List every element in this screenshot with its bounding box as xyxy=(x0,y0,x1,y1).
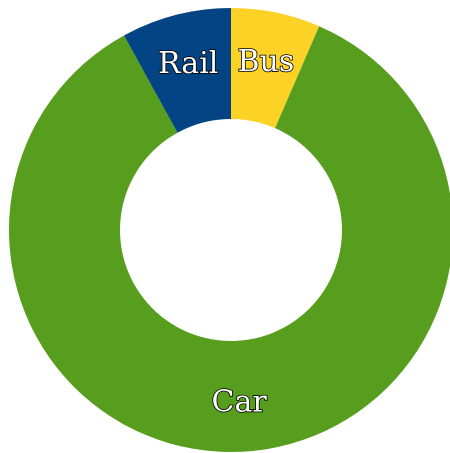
labels-group: Bus Car Rail xyxy=(157,43,295,420)
slice-bus xyxy=(231,8,320,129)
slice-label-car: Car xyxy=(212,384,268,419)
slice-label-bus: Bus xyxy=(237,44,294,79)
slices-group xyxy=(9,8,450,452)
slice-car xyxy=(9,26,450,452)
slice-label-rail: Rail xyxy=(158,46,218,81)
slice-rail xyxy=(124,8,231,133)
